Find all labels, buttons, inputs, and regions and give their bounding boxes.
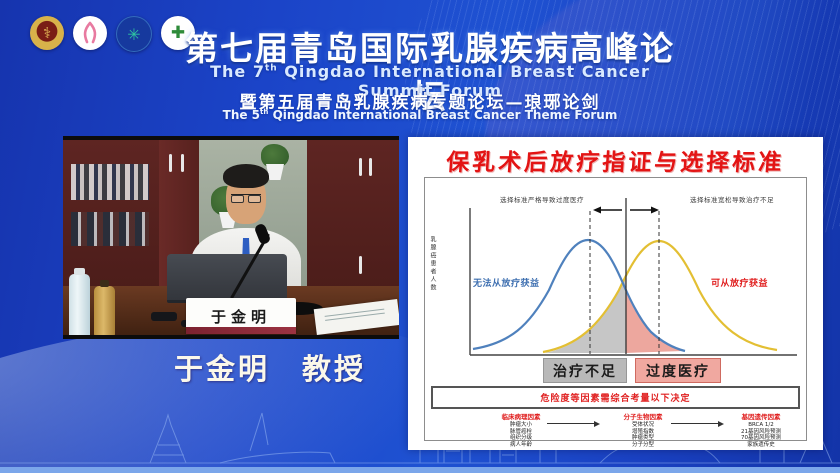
column-header: 分子生物因素	[623, 413, 663, 421]
cabinet-handle	[181, 154, 184, 172]
column-item: 脉管癌栓	[509, 428, 532, 435]
plant-pot	[266, 164, 284, 180]
presentation-slide: 保乳术后放疗指证与选择标准 乳腺癌患者人	[408, 137, 823, 450]
overtreatment-shaded-area	[626, 292, 683, 353]
undertreatment-shaded-area	[545, 277, 626, 353]
undertreatment-box: 治疗不足	[543, 358, 627, 383]
slide-chart-frame: 乳腺癌患者人数 选择标准严格导致过度医疗 选择标准宽松导致治疗不足 无法从放疗获…	[424, 177, 807, 448]
column-item: 组织分级	[509, 435, 532, 441]
beverage-bottle	[94, 280, 115, 339]
annotation-strict-criteria: 选择标准严格导致过度医疗	[500, 196, 584, 204]
forum-subtitle-chinese: 暨第五届青岛乳腺疾病专题论坛—琅琊论剑	[239, 93, 601, 113]
column-item: BRCA 1/2	[748, 422, 774, 428]
video-letterbox-bottom	[63, 335, 399, 339]
cabinet-handle	[169, 154, 172, 172]
speaker-name-card: 于金明	[186, 298, 296, 334]
annotation-loose-criteria: 选择标准宽松导致治疗不足	[690, 196, 774, 204]
forum-subtitle-english: The 5th Qingdao International Breast Can…	[165, 108, 675, 122]
decision-banner: 危险度等因素需综合考量以下决定	[431, 386, 800, 409]
bookcase-right	[307, 140, 399, 290]
forum-title-chinese: 第七届青岛国际乳腺疾病高峰论坛	[185, 29, 675, 116]
cabinet-handle	[359, 158, 362, 176]
column-item: 病人年龄	[509, 441, 532, 448]
chart-axes	[469, 208, 797, 356]
overtreatment-box: 过度医疗	[635, 358, 721, 383]
forum-title-english-prefix: The 7	[210, 62, 265, 81]
speaker-caption: 于金明 教授	[173, 352, 366, 386]
benefit-curve	[542, 239, 778, 354]
column-item: 增殖指数	[631, 428, 654, 435]
video-letterbox-top	[63, 136, 399, 140]
column-arrow	[671, 420, 724, 427]
column-item: 分子分型	[631, 441, 654, 448]
column-header: 临床病理因素	[501, 413, 541, 421]
forum-title-english: The 7th Qingdao International Breast Can…	[175, 62, 685, 100]
no-benefit-label: 无法从放疗获益	[473, 279, 540, 289]
remote-control	[151, 312, 177, 321]
column-item: 肿瘤类型	[631, 435, 654, 441]
column-arrow	[547, 420, 600, 427]
molecular-factors-column: 分子生物因素 受体状况 增殖指数 肿瘤类型 分子分型	[595, 411, 691, 448]
pink-ribbon-logo	[73, 16, 107, 50]
speaker-hair	[223, 164, 269, 188]
bottom-accent-bar	[0, 467, 840, 473]
cabinet-handle	[359, 256, 362, 274]
forum-title-english-rest: Qingdao International Breast Cancer Summ…	[277, 62, 650, 100]
forum-subtitle-english-ordinal: th	[260, 108, 269, 116]
slide-title: 保乳术后放疗指证与选择标准	[445, 149, 786, 176]
speaker-video-feed: 于金明	[63, 136, 399, 339]
military-medical-emblem-logo: ⚕	[30, 16, 64, 50]
right-arrow-head	[651, 206, 659, 214]
no-benefit-curve	[472, 238, 686, 353]
forum-title-english-ordinal: th	[264, 63, 278, 74]
column-header: 基因遗传因素	[741, 413, 781, 421]
laptop	[167, 254, 287, 303]
column-item: 21基因风险预测	[741, 428, 781, 435]
water-bottle	[69, 268, 90, 338]
genetic-factors-column: 基因遗传因素 BRCA 1/2 21基因风险预测 70基因风险预测 家族遗传史	[713, 411, 809, 448]
logo-row: ⚕ ✳ ✚	[30, 16, 195, 52]
left-arrow-head	[593, 206, 601, 214]
potted-plant	[261, 144, 289, 180]
name-card-text: 于金明	[210, 307, 271, 326]
column-item: 70基因风险预测	[741, 435, 781, 441]
distribution-chart	[469, 198, 797, 356]
name-card-band	[186, 327, 296, 334]
asterisk-logo: ✳	[116, 16, 152, 52]
column-item: 受体状况	[631, 422, 654, 428]
clinical-factors-column: 临床病理因素 肿瘤大小 脉管癌栓 组织分级 病人年龄	[473, 411, 569, 448]
hospital-cross-logo: ✚	[161, 16, 195, 50]
benefit-label: 可从放疗获益	[711, 279, 769, 289]
column-item: 家族遗传史	[747, 441, 775, 448]
cabinet-handle	[369, 158, 372, 176]
y-axis-label: 乳腺癌患者人数	[429, 236, 436, 292]
bookcase-left	[63, 140, 159, 290]
bookshelf-books	[71, 212, 149, 246]
factor-columns: 临床病理因素 肿瘤大小 脉管癌栓 组织分级 病人年龄 分子生物因素 受体状况 增…	[425, 411, 806, 448]
column-item: 肿瘤大小	[509, 422, 532, 428]
pink-ribbon-icon	[83, 21, 97, 44]
forum-subtitle-english-rest: Qingdao International Breast Cancer Them…	[268, 108, 618, 122]
forum-subtitle-english-prefix: The 5	[222, 108, 261, 122]
speaker-glasses	[231, 194, 261, 203]
bookshelf-books	[71, 164, 149, 200]
